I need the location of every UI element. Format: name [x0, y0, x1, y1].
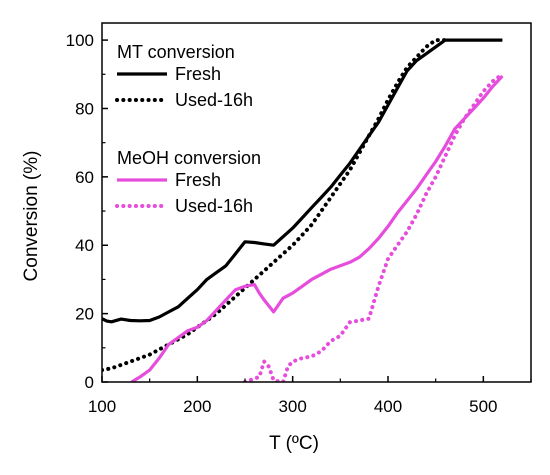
axes — [101, 22, 532, 383]
legend-entry-label: Fresh — [175, 170, 221, 190]
legend-entry-label: Fresh — [175, 64, 221, 84]
plot-frame — [101, 22, 532, 383]
y-tick-label: 60 — [75, 168, 94, 187]
y-tick-label: 40 — [75, 236, 94, 255]
series-line-mt-used-16h — [102, 38, 448, 372]
y-tick-label: 80 — [75, 99, 94, 118]
x-tick-label: 100 — [88, 397, 116, 416]
series-line-mt-fresh — [102, 38, 503, 324]
series-line-meoh-fresh — [130, 74, 504, 382]
axis-ticks: 100 200 300 400 500 0 20 40 60 80 100 — [66, 31, 532, 416]
x-tick-label: 200 — [183, 397, 211, 416]
legend-entry-label: Used-16h — [175, 90, 253, 110]
x-tick-label: 400 — [374, 397, 402, 416]
x-tick-label: 500 — [469, 397, 497, 416]
y-tick-label: 0 — [85, 373, 94, 392]
y-tick-label: 20 — [75, 305, 94, 324]
series-line-meoh-used-16h — [243, 72, 505, 382]
y-axis-title: Conversion (%) — [21, 151, 42, 282]
y-tick-label: 100 — [66, 31, 94, 50]
series-layer — [102, 38, 505, 382]
x-axis-title: T (ºC) — [269, 433, 319, 454]
legend-entry-label: Used-16h — [175, 196, 253, 216]
legend-group-title: MeOH conversion — [117, 148, 261, 168]
legend-group-title: MT conversion — [117, 42, 235, 62]
x-tick-label: 300 — [278, 397, 306, 416]
